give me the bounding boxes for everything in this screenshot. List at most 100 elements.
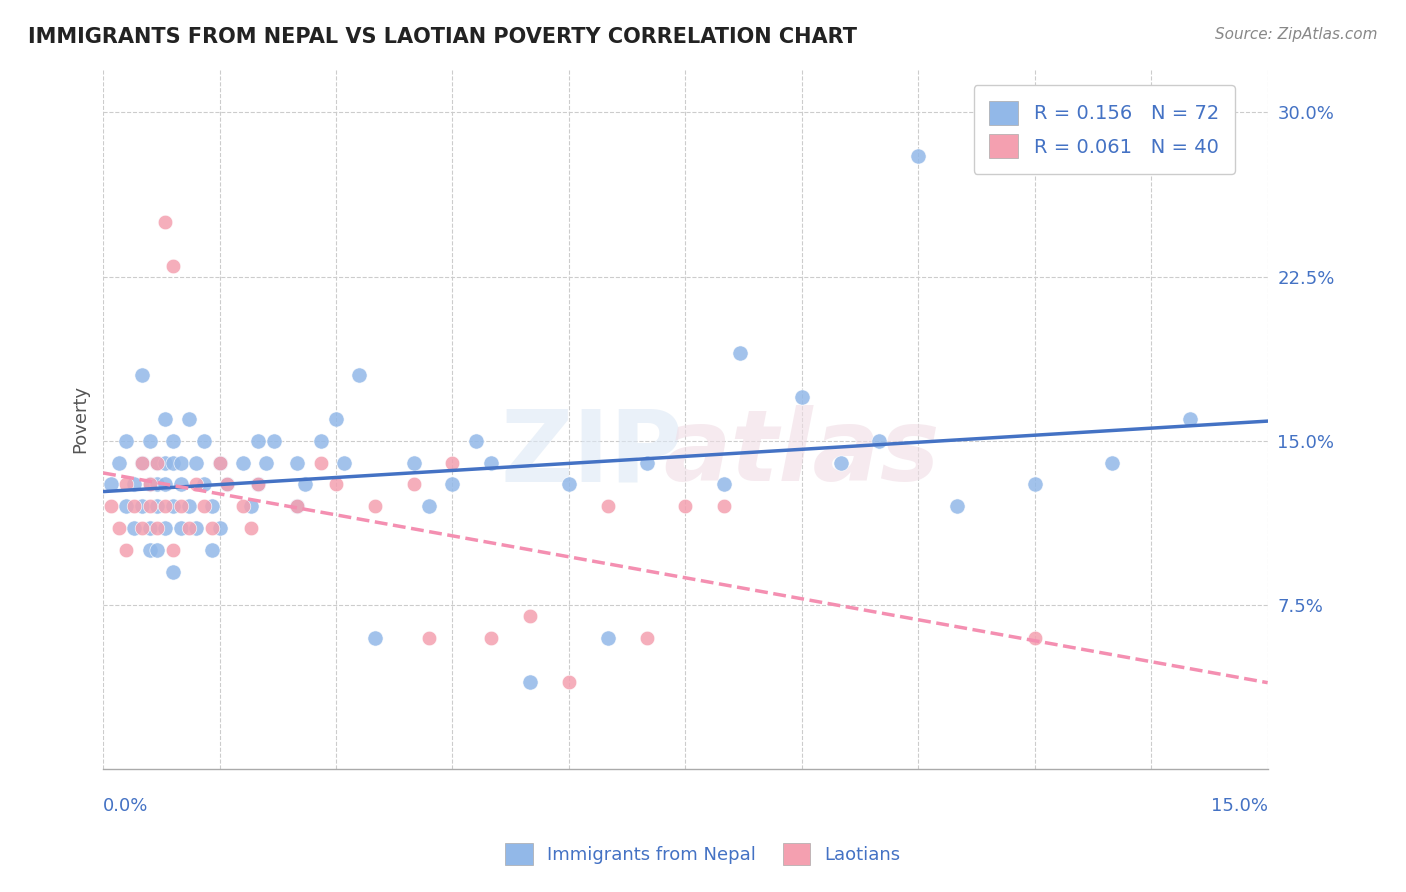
Point — [138, 477, 160, 491]
Point — [217, 477, 239, 491]
Point — [239, 521, 262, 535]
Point — [1178, 412, 1201, 426]
Point — [596, 631, 619, 645]
Point — [247, 434, 270, 448]
Point — [155, 521, 177, 535]
Text: 15.0%: 15.0% — [1211, 797, 1268, 815]
Point — [170, 477, 193, 491]
Point — [247, 477, 270, 491]
Point — [138, 521, 160, 535]
Point — [1101, 456, 1123, 470]
Point — [115, 477, 138, 491]
Point — [673, 500, 696, 514]
Point — [162, 456, 184, 470]
Point — [131, 456, 153, 470]
Point — [309, 434, 332, 448]
Point — [713, 500, 735, 514]
Point — [402, 477, 425, 491]
Point — [1024, 631, 1046, 645]
Point — [138, 434, 160, 448]
Point — [146, 543, 169, 558]
Point — [907, 149, 929, 163]
Point — [186, 477, 208, 491]
Point — [100, 500, 122, 514]
Point — [636, 631, 658, 645]
Point — [333, 456, 356, 470]
Text: IMMIGRANTS FROM NEPAL VS LAOTIAN POVERTY CORRELATION CHART: IMMIGRANTS FROM NEPAL VS LAOTIAN POVERTY… — [28, 27, 858, 46]
Point — [208, 521, 231, 535]
Point — [131, 500, 153, 514]
Point — [254, 456, 277, 470]
Point — [115, 434, 138, 448]
Point — [177, 521, 200, 535]
Point — [193, 500, 215, 514]
Point — [201, 521, 224, 535]
Point — [146, 456, 169, 470]
Point — [107, 456, 129, 470]
Point — [232, 500, 254, 514]
Point — [232, 456, 254, 470]
Point — [364, 500, 387, 514]
Point — [193, 434, 215, 448]
Point — [162, 434, 184, 448]
Point — [946, 500, 969, 514]
Point — [325, 412, 347, 426]
Point — [309, 456, 332, 470]
Point — [479, 456, 502, 470]
Point — [170, 456, 193, 470]
Point — [162, 565, 184, 579]
Text: ZIP: ZIP — [501, 405, 683, 502]
Point — [186, 521, 208, 535]
Point — [441, 456, 464, 470]
Text: atlas: atlas — [664, 405, 941, 502]
Point — [247, 477, 270, 491]
Point — [131, 368, 153, 382]
Point — [115, 543, 138, 558]
Point — [519, 608, 541, 623]
Point — [146, 521, 169, 535]
Point — [418, 500, 440, 514]
Point — [1024, 477, 1046, 491]
Point — [177, 500, 200, 514]
Point — [364, 631, 387, 645]
Point — [596, 500, 619, 514]
Point — [162, 259, 184, 273]
Point — [122, 477, 145, 491]
Point — [201, 543, 224, 558]
Point — [115, 500, 138, 514]
Point — [131, 521, 153, 535]
Point — [107, 521, 129, 535]
Point — [146, 500, 169, 514]
Point — [349, 368, 371, 382]
Point — [636, 456, 658, 470]
Point — [193, 477, 215, 491]
Point — [162, 543, 184, 558]
Point — [325, 477, 347, 491]
Point — [138, 477, 160, 491]
Point — [146, 477, 169, 491]
Y-axis label: Poverty: Poverty — [72, 384, 89, 453]
Point — [146, 456, 169, 470]
Point — [558, 674, 581, 689]
Point — [558, 477, 581, 491]
Point — [217, 477, 239, 491]
Point — [122, 500, 145, 514]
Point — [294, 477, 316, 491]
Legend: Immigrants from Nepal, Laotians: Immigrants from Nepal, Laotians — [496, 834, 910, 874]
Point — [155, 215, 177, 229]
Point — [155, 412, 177, 426]
Point — [869, 434, 891, 448]
Point — [162, 500, 184, 514]
Text: Source: ZipAtlas.com: Source: ZipAtlas.com — [1215, 27, 1378, 42]
Point — [519, 674, 541, 689]
Point — [713, 477, 735, 491]
Point — [285, 500, 308, 514]
Point — [464, 434, 486, 448]
Point — [170, 521, 193, 535]
Text: 0.0%: 0.0% — [103, 797, 149, 815]
Point — [285, 500, 308, 514]
Point — [418, 631, 440, 645]
Point — [830, 456, 852, 470]
Point — [201, 500, 224, 514]
Point — [285, 456, 308, 470]
